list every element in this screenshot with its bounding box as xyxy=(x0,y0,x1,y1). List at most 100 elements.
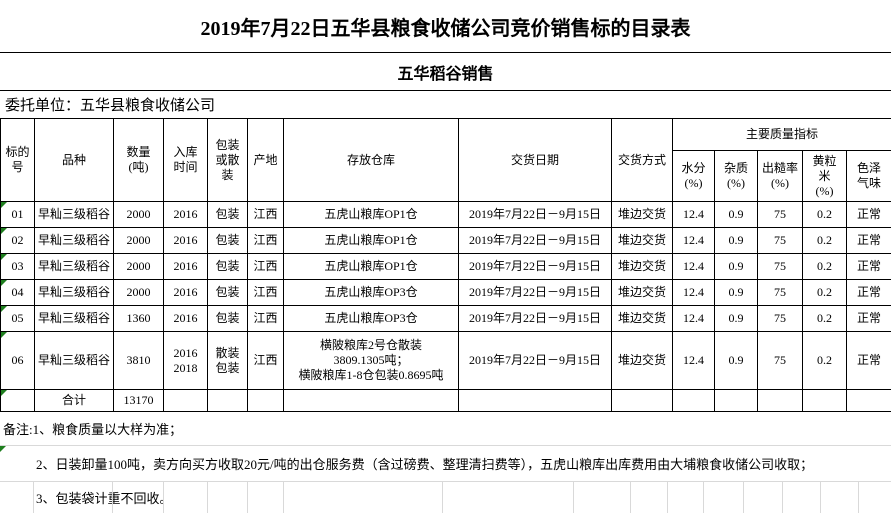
cell-impurity: 0.9 xyxy=(714,253,758,280)
cell-empty xyxy=(0,389,35,412)
cell-empty xyxy=(283,389,459,412)
col-header-impurity: 杂质 (%) xyxy=(714,150,758,202)
cell-yellow-grain: 0.2 xyxy=(802,279,847,306)
cell-packaging: 包装 xyxy=(207,227,248,254)
cell-quantity: 1360 xyxy=(113,305,164,332)
gridline xyxy=(247,482,248,513)
col-header-warehouse: 存放仓库 xyxy=(283,118,459,202)
cell-target-no: 01 xyxy=(0,201,35,228)
header-row-top: 标的 号 品种 数量 (吨) 入库 时间 包装 或散 装 产地 存放仓库 交货日… xyxy=(0,118,891,202)
gridline xyxy=(207,482,208,513)
cell-yellow-grain: 0.2 xyxy=(802,253,847,280)
col-header-delivery-method: 交货方式 xyxy=(611,118,673,202)
gridline xyxy=(820,482,821,513)
cell-origin: 江西 xyxy=(247,331,284,390)
cell-moisture: 12.4 xyxy=(672,279,715,306)
col-header-delivery-date: 交货日期 xyxy=(458,118,612,202)
cell-target-no: 05 xyxy=(0,305,35,332)
cell-variety: 早籼三级稻谷 xyxy=(34,279,114,306)
cell-yellow-grain: 0.2 xyxy=(802,331,847,390)
table-row: 02 早籼三级稻谷 2000 2016 包装 江西 五虎山粮库OP1仓 2019… xyxy=(0,227,891,254)
cell-color-smell: 正常 xyxy=(845,331,891,390)
note-line-1: 备注:1、粮食质量以大样为准； xyxy=(0,412,891,446)
cell-quantity: 2000 xyxy=(113,227,164,254)
cell-empty xyxy=(672,389,715,412)
cell-moisture: 12.4 xyxy=(672,331,715,390)
cell-delivery-date: 2019年7月22日－9月15日 xyxy=(458,201,612,228)
cell-warehouse: 五虎山粮库OP3仓 xyxy=(283,279,459,306)
cell-variety: 早籼三级稻谷 xyxy=(34,227,114,254)
page-title: 2019年7月22日五华县粮食收储公司竞价销售标的目录表 xyxy=(0,0,891,53)
note-line-3-row: 3、包装袋计重不回收。 xyxy=(0,482,891,513)
table-row: 06 早籼三级稻谷 3810 2016 2018 散装 包装 江西 横陂粮库2号… xyxy=(0,331,891,390)
header-row-quality: 水分 (%) 杂质 (%) 出糙率 (%) 黄粒 米 (%) 色泽 气味 xyxy=(1,150,891,202)
cell-impurity: 0.9 xyxy=(714,201,758,228)
cell-color-smell: 正常 xyxy=(845,227,891,254)
cell-variety: 早籼三级稻谷 xyxy=(34,305,114,332)
cell-brown-rice-rate: 75 xyxy=(757,331,803,390)
cell-quantity: 2000 xyxy=(113,201,164,228)
cell-origin: 江西 xyxy=(247,305,284,332)
cell-impurity: 0.9 xyxy=(714,279,758,306)
cell-empty xyxy=(845,389,891,412)
cell-brown-rice-rate: 75 xyxy=(757,305,803,332)
cell-quantity: 3810 xyxy=(113,331,164,390)
page-subtitle: 五华稻谷销售 xyxy=(0,53,891,91)
cell-warehouse: 五虎山粮库OP1仓 xyxy=(283,227,459,254)
gridline xyxy=(33,482,34,513)
cell-packaging: 包装 xyxy=(207,305,248,332)
col-header-quality-group: 主要质量指标 xyxy=(671,118,891,151)
cell-impurity: 0.9 xyxy=(714,227,758,254)
col-header-storage-time: 入库 时间 xyxy=(163,118,208,202)
col-header-quantity: 数量 (吨) xyxy=(113,118,164,202)
cell-storage-time: 2016 xyxy=(163,253,208,280)
cell-delivery-date: 2019年7月22日－9月15日 xyxy=(458,253,612,280)
note-line-3: 3、包装袋计重不回收。 xyxy=(36,491,173,506)
cell-empty xyxy=(714,389,758,412)
cell-delivery-method: 堆边交货 xyxy=(611,227,673,254)
table-row: 03 早籼三级稻谷 2000 2016 包装 江西 五虎山粮库OP1仓 2019… xyxy=(0,253,891,280)
cell-yellow-grain: 0.2 xyxy=(802,227,847,254)
gridline xyxy=(667,482,668,513)
cell-storage-time: 2016 xyxy=(163,227,208,254)
cell-yellow-grain: 0.2 xyxy=(802,201,847,228)
cell-yellow-grain: 0.2 xyxy=(802,305,847,332)
col-header-origin: 产地 xyxy=(247,118,284,202)
col-header-variety: 品种 xyxy=(34,118,114,202)
cell-color-smell: 正常 xyxy=(845,201,891,228)
total-row: 合计 13170 xyxy=(0,389,891,412)
cell-color-smell: 正常 xyxy=(845,305,891,332)
cell-warehouse: 横陂粮库2号仓散装 3809.1305吨； 横陂粮库1-8仓包装0.8695吨 xyxy=(283,331,459,390)
col-header-moisture: 水分 (%) xyxy=(672,150,715,202)
cell-delivery-method: 堆边交货 xyxy=(611,201,673,228)
gridline xyxy=(743,482,744,513)
cell-brown-rice-rate: 75 xyxy=(757,227,803,254)
col-header-yellow-grain: 黄粒 米 (%) xyxy=(802,150,847,202)
gridline xyxy=(442,482,443,513)
cell-empty xyxy=(802,389,847,412)
cell-packaging: 包装 xyxy=(207,253,248,280)
cell-warehouse: 五虎山粮库OP1仓 xyxy=(283,253,459,280)
cell-target-no: 04 xyxy=(0,279,35,306)
cell-packaging: 包装 xyxy=(207,279,248,306)
table-row: 05 早籼三级稻谷 1360 2016 包装 江西 五虎山粮库OP3仓 2019… xyxy=(0,305,891,332)
gridline xyxy=(112,482,113,513)
cell-warehouse: 五虎山粮库OP1仓 xyxy=(283,201,459,228)
gridline xyxy=(573,482,574,513)
total-label: 合计 xyxy=(34,389,114,412)
cell-warehouse: 五虎山粮库OP3仓 xyxy=(283,305,459,332)
cell-origin: 江西 xyxy=(247,253,284,280)
total-quantity: 13170 xyxy=(113,389,164,412)
table-row: 04 早籼三级稻谷 2000 2016 包装 江西 五虎山粮库OP3仓 2019… xyxy=(0,279,891,306)
cell-storage-time: 2016 xyxy=(163,305,208,332)
cell-quantity: 2000 xyxy=(113,253,164,280)
gridline xyxy=(858,482,859,513)
cell-impurity: 0.9 xyxy=(714,331,758,390)
cell-brown-rice-rate: 75 xyxy=(757,201,803,228)
cell-storage-time: 2016 xyxy=(163,279,208,306)
cell-empty xyxy=(207,389,248,412)
cell-brown-rice-rate: 75 xyxy=(757,253,803,280)
col-header-brown-rice-rate: 出糙率 (%) xyxy=(757,150,803,202)
cell-empty xyxy=(757,389,803,412)
